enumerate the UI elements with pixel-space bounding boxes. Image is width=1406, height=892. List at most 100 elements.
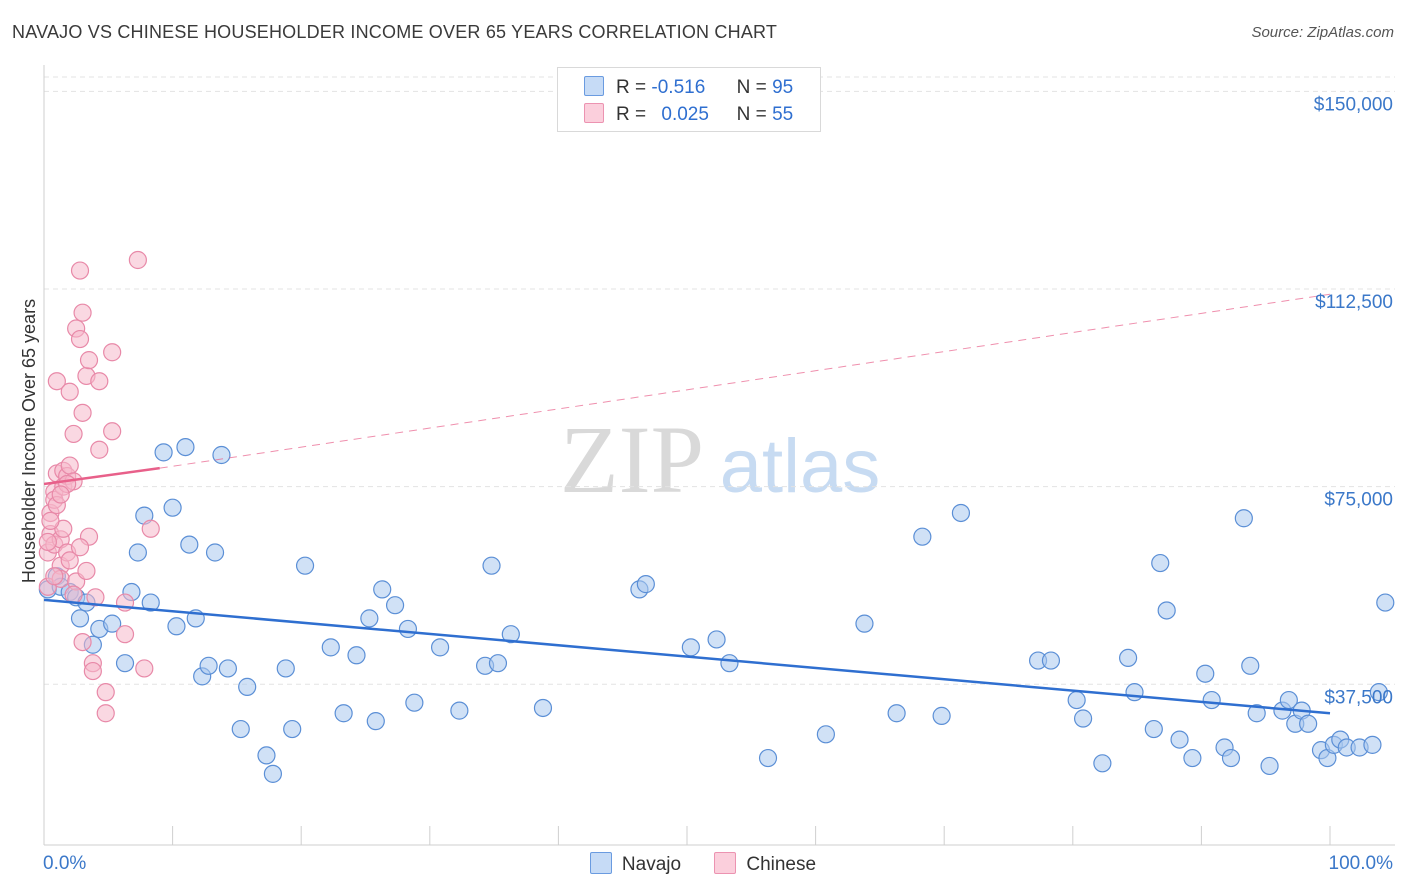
navajo-point — [1151, 553, 1170, 573]
navajo-point — [1260, 756, 1279, 776]
navajo-point — [398, 619, 418, 639]
navajo-swatch — [589, 852, 612, 874]
navajo-point — [855, 614, 874, 633]
navajo-point — [334, 704, 353, 723]
y-tick-label: $75,000 — [1324, 490, 1393, 511]
chinese-point — [77, 561, 96, 581]
navajo-point — [385, 596, 405, 615]
chinese-swatch — [714, 852, 737, 874]
r-value-navajo: -0.516 — [651, 77, 706, 98]
watermark-atlas: atlas — [720, 424, 881, 509]
legend-row-navajo: R = -0.516 N = 95 — [584, 76, 793, 99]
legend-row-chinese: R = 0.025 N = 55 — [584, 103, 793, 126]
navajo-point — [1299, 714, 1318, 733]
chinese-point — [60, 456, 79, 475]
navajo-point — [430, 638, 450, 657]
navajo-point — [951, 503, 971, 523]
chinese-point — [41, 511, 60, 530]
chinese-point — [60, 382, 79, 401]
x-tick-label-end: 100.0% — [1329, 853, 1394, 874]
axes — [43, 65, 1395, 846]
navajo-point — [360, 609, 379, 628]
chinese-point — [60, 551, 79, 570]
navajo-point — [482, 556, 501, 575]
chinese-point — [70, 261, 90, 280]
navajo-point — [218, 659, 237, 678]
chart-title: NAVAJO VS CHINESE HOUSEHOLDER INCOME OVE… — [12, 22, 778, 42]
chinese-point — [128, 250, 147, 270]
navajo-point — [758, 748, 778, 768]
chinese-point — [51, 485, 70, 504]
navajo-point — [1196, 664, 1215, 683]
r-value-chinese: 0.025 — [661, 104, 709, 125]
navajo-point — [283, 719, 302, 739]
navajo-point — [257, 746, 276, 765]
chinese-point — [64, 585, 83, 604]
navajo-point — [321, 638, 340, 657]
navajo-point — [1093, 754, 1112, 773]
n-label: N = — [736, 77, 767, 98]
y-axis-label: Householder Income Over 65 years — [19, 299, 39, 583]
chinese-point — [90, 372, 109, 391]
navajo-point — [450, 701, 469, 720]
correlation-legend: R = -0.516 N = 95 R = 0.025 N = 55 — [557, 67, 821, 132]
chinese-point — [115, 625, 135, 644]
zipatlas-watermark: ZIP atlas — [560, 406, 880, 513]
navajo-point — [1067, 690, 1086, 710]
navajo-point — [1170, 730, 1189, 749]
navajo-point — [167, 617, 186, 636]
navajo-point — [887, 704, 906, 723]
navajo-point — [347, 646, 366, 665]
chinese-point — [70, 329, 90, 349]
chinese-swatch — [584, 103, 604, 123]
chinese-trend-extension — [159, 293, 1331, 469]
navajo-point — [154, 443, 173, 462]
navajo-point — [70, 609, 90, 628]
navajo-point — [366, 712, 385, 731]
x-tick-label-start: 0.0% — [43, 853, 86, 874]
navajo-point — [199, 656, 218, 675]
legend-item-chinese: Chinese — [714, 852, 816, 876]
navajo-point — [707, 630, 726, 649]
navajo-point — [720, 654, 739, 673]
chinese-point — [45, 567, 64, 586]
navajo-point — [263, 764, 283, 783]
navajo-point — [1073, 709, 1093, 728]
y-tick-label: $112,500 — [1315, 292, 1393, 313]
navajo-point — [128, 543, 147, 562]
navajo-point — [205, 543, 225, 562]
source-label: Source: ZipAtlas.com — [1251, 24, 1394, 41]
y-tick-label: $37,500 — [1324, 687, 1393, 708]
navajo-point — [1234, 509, 1253, 528]
trend-lines — [43, 293, 1331, 715]
chinese-points — [38, 250, 160, 723]
navajo-point — [501, 625, 520, 644]
chinese-point — [38, 532, 57, 552]
navajo-point — [1221, 748, 1241, 768]
chinese-point — [135, 659, 154, 678]
navajo-point — [163, 498, 182, 517]
axis-labels: $37,500 $75,000 $112,500 $150,000 0.0% 100.0%… — [19, 94, 1393, 874]
chinese-point — [103, 343, 122, 362]
chinese-point — [83, 661, 102, 681]
n-value-chinese: 55 — [772, 104, 794, 125]
navajo-point — [1144, 719, 1163, 739]
navajo-point — [1118, 648, 1138, 668]
navajo-point — [1157, 601, 1176, 620]
chinese-point — [96, 704, 115, 723]
navajo-point — [115, 654, 135, 673]
navajo-point — [1202, 690, 1221, 710]
navajo-point — [1183, 748, 1202, 768]
r-label: R = — [616, 104, 647, 125]
navajo-point — [816, 725, 835, 744]
y-tick-label: $150,000 — [1314, 94, 1393, 115]
navajo-points — [38, 437, 1395, 783]
navajo-point — [238, 677, 257, 696]
navajo-point — [176, 437, 195, 457]
navajo-point — [295, 556, 315, 575]
navajo-point — [1241, 656, 1260, 675]
navajo-swatch — [584, 76, 604, 96]
n-value-navajo: 95 — [772, 77, 794, 98]
r-label: R = — [616, 77, 647, 98]
